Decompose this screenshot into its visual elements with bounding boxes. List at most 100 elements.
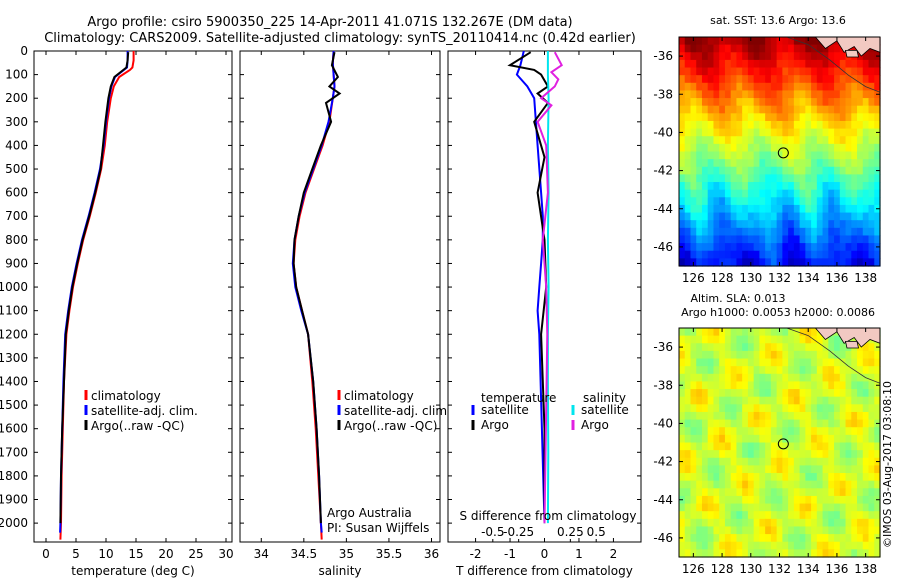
map-cell [874,220,881,229]
map-cell [701,358,709,367]
map-cell [816,480,824,489]
map-cell [799,526,806,535]
map-cell [770,381,778,390]
map-cell [811,495,818,505]
map-cell [862,381,870,390]
map-cell [730,37,738,46]
map-cell [707,518,715,528]
map-cell [816,366,824,375]
map-cell [719,82,726,92]
map-cell [811,450,818,459]
map-cell [799,52,806,61]
map-cell [811,182,818,191]
map-cell [753,166,760,175]
map-cell [822,59,829,69]
map-cell [736,343,743,352]
map-cell [828,143,835,153]
map-cell [770,44,778,53]
map-cell [834,182,841,191]
map-cell [730,404,738,413]
map-cell [805,350,812,360]
map-cell [730,52,738,61]
map-cell [701,258,709,267]
map-cell [816,503,824,512]
map-cell [782,328,789,337]
map-cell [770,419,778,428]
map-cell [828,457,835,466]
map-cell [765,549,772,558]
map-cell [816,473,824,482]
map-cell [707,343,715,352]
map-cell [770,143,778,153]
map-cell [845,67,852,76]
map-cell [857,518,864,528]
map-cell [679,258,686,267]
map-cell [719,143,726,153]
x-tick-label: 138 [854,271,877,285]
map-cell [765,235,772,244]
map-cell [816,419,824,428]
map-cell [776,480,783,489]
map-cell [736,258,743,267]
map-cell [799,366,806,375]
map-cell [690,450,697,459]
map-cell [811,526,818,535]
map-cell [862,120,870,130]
map-cell [782,159,789,168]
map-cell [765,204,772,214]
map-cell [839,243,847,252]
map-cell [776,350,783,360]
map-cell [805,44,812,53]
map-cell [747,427,755,436]
map-cell [753,366,760,375]
map-cell [690,136,697,145]
map-cell [834,427,841,436]
map-cell [805,212,812,221]
map-cell [788,90,795,99]
map-cell [845,549,852,558]
map-cell [765,419,772,428]
map-cell [707,404,715,413]
map-cell [868,105,875,114]
map-cell [730,243,738,252]
map-cell [851,511,858,520]
map-cell [690,541,697,550]
map-cell [857,541,864,550]
map-cell [782,373,789,383]
map-cell [742,465,749,474]
map-cell [736,419,743,428]
map-cell [724,67,732,76]
map-cell [857,419,864,428]
map-cell [776,442,783,451]
map-cell [828,343,835,352]
map-cell [857,434,864,444]
map-cell [857,128,864,137]
map-cell [719,335,726,344]
map-cell [799,220,806,229]
map-cell [690,220,697,229]
map-cell [874,373,881,383]
map-cell [805,381,812,390]
map-cell [679,98,686,107]
map-cell [684,389,692,398]
map-cell [770,503,778,512]
map-cell [788,182,795,191]
map-cell [868,404,875,413]
map-cell [788,404,795,413]
map-cell [816,82,824,92]
legend-label: satellite [581,403,629,417]
map-cell [857,105,864,114]
map-cell [742,37,749,46]
map-cell [759,197,766,206]
map-cell [736,182,743,191]
map-cell [788,250,795,259]
map-cell [679,197,686,206]
map-cell [707,328,715,337]
x-tick-label: 35 [339,547,354,561]
map-cell [759,243,766,252]
map-cell [828,182,835,191]
map-cell [828,90,835,99]
map-cell [874,450,881,459]
x-tick-label: 126 [682,562,705,576]
map-cell [868,534,875,543]
